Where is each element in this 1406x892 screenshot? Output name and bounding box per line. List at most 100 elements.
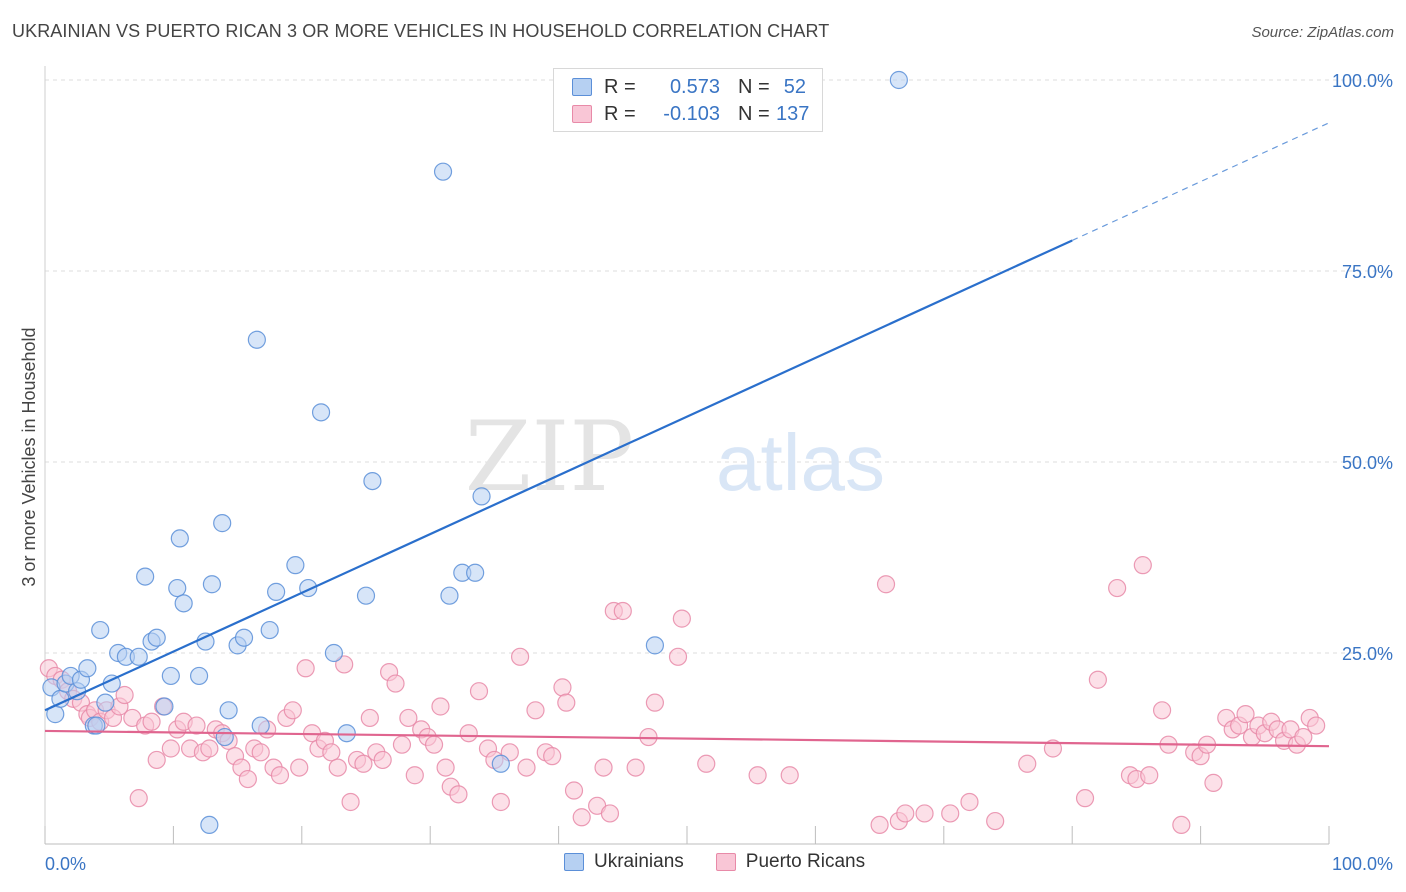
data-point xyxy=(986,811,1005,831)
data-point xyxy=(270,766,290,785)
data-point xyxy=(449,785,468,804)
data-point xyxy=(915,804,934,823)
ukrainian-points xyxy=(42,70,908,835)
legend-item-ukrainians[interactable]: Ukrainians xyxy=(564,851,684,873)
x-tick-label: 0.0% xyxy=(45,854,86,874)
data-point xyxy=(354,754,373,773)
data-point xyxy=(187,716,206,735)
data-point xyxy=(433,162,453,181)
data-point xyxy=(405,766,424,785)
data-point xyxy=(557,693,576,712)
data-point xyxy=(870,815,889,835)
data-point xyxy=(1043,739,1063,758)
data-point xyxy=(491,754,510,773)
data-point xyxy=(78,659,97,678)
data-point xyxy=(311,403,331,422)
data-point xyxy=(238,769,257,789)
data-point xyxy=(543,747,562,766)
data-point xyxy=(600,804,620,823)
legend-label-puerto-ricans: Puerto Ricans xyxy=(745,851,866,872)
data-point xyxy=(356,586,376,605)
data-point xyxy=(213,514,232,533)
grid xyxy=(45,79,1392,654)
legend-label-ukrainians: Ukrainians xyxy=(594,851,684,872)
watermark: ZIP atlas xyxy=(465,401,885,513)
y-tick-label: 75.0% xyxy=(1342,262,1393,282)
y-tick-label: 100.0% xyxy=(1332,71,1393,91)
legend-item-puerto-ricans[interactable]: Puerto Ricans xyxy=(715,851,866,873)
data-point xyxy=(200,815,219,835)
data-point xyxy=(286,556,305,575)
data-point xyxy=(1140,766,1159,785)
tick-labels: 25.0% 50.0% 75.0% 100.0% 0.0% 100.0% xyxy=(45,71,1393,874)
data-point xyxy=(459,724,478,743)
data-point xyxy=(196,632,215,651)
data-point xyxy=(1108,578,1127,598)
data-point xyxy=(626,758,645,777)
data-point xyxy=(335,655,354,674)
data-point xyxy=(517,758,536,777)
data-point xyxy=(668,647,688,666)
watermark-atlas: atlas xyxy=(716,418,885,507)
y-tick-label: 50.0% xyxy=(1342,453,1393,473)
data-point xyxy=(431,697,450,716)
data-point xyxy=(215,727,234,747)
data-point xyxy=(155,697,174,716)
data-point xyxy=(424,735,444,754)
y-tick-label: 25.0% xyxy=(1342,644,1393,664)
data-point xyxy=(200,739,219,758)
data-point xyxy=(174,594,193,613)
watermark-zip: ZIP xyxy=(465,401,634,513)
data-point xyxy=(960,792,979,812)
data-point xyxy=(283,701,302,720)
data-point xyxy=(115,685,134,705)
data-point xyxy=(645,693,665,712)
data-point xyxy=(876,575,896,594)
data-point xyxy=(96,693,115,712)
data-point xyxy=(572,808,591,827)
data-point xyxy=(941,804,960,823)
data-point xyxy=(748,766,767,785)
data-point xyxy=(219,701,238,720)
data-point xyxy=(1307,716,1326,735)
data-point xyxy=(142,712,161,731)
data-point xyxy=(360,708,379,728)
data-point xyxy=(594,758,613,777)
chart-title: UKRAINIAN VS PUERTO RICAN 3 OR MORE VEHI… xyxy=(12,21,830,41)
data-point xyxy=(399,708,418,728)
data-point xyxy=(1236,705,1255,724)
data-point xyxy=(1204,773,1223,792)
data-point xyxy=(129,647,148,666)
data-point xyxy=(436,758,455,777)
data-point xyxy=(251,743,270,762)
data-point xyxy=(1133,556,1152,575)
data-point xyxy=(136,567,155,586)
n-value: 137 xyxy=(776,102,810,125)
data-point xyxy=(440,586,459,605)
data-point xyxy=(697,754,716,773)
n-label: N = xyxy=(738,75,770,98)
legend-row-ukrainians: R = 0.573 N = 52 xyxy=(572,75,806,99)
data-point xyxy=(251,716,270,735)
correlation-legend: R = 0.573 N = 52 R = -0.103 N = 137 xyxy=(553,68,823,132)
data-point xyxy=(91,620,110,640)
data-point xyxy=(129,789,148,808)
data-point xyxy=(889,70,908,90)
data-point xyxy=(1172,815,1191,835)
data-point xyxy=(161,739,180,758)
data-point xyxy=(469,682,489,701)
data-point xyxy=(386,674,405,693)
legend-swatch-pink xyxy=(572,105,592,123)
trend-line xyxy=(44,729,1330,748)
data-point xyxy=(161,666,180,686)
axes xyxy=(44,66,1330,845)
data-point xyxy=(392,735,412,754)
data-point xyxy=(526,701,545,720)
legend-swatch-pink xyxy=(715,853,736,871)
data-point xyxy=(87,716,106,735)
data-point xyxy=(373,750,392,770)
trend-line xyxy=(44,239,1073,712)
n-label: N = xyxy=(738,102,770,125)
data-point xyxy=(466,563,485,582)
series-legend: Ukrainians Puerto Ricans xyxy=(564,851,897,873)
